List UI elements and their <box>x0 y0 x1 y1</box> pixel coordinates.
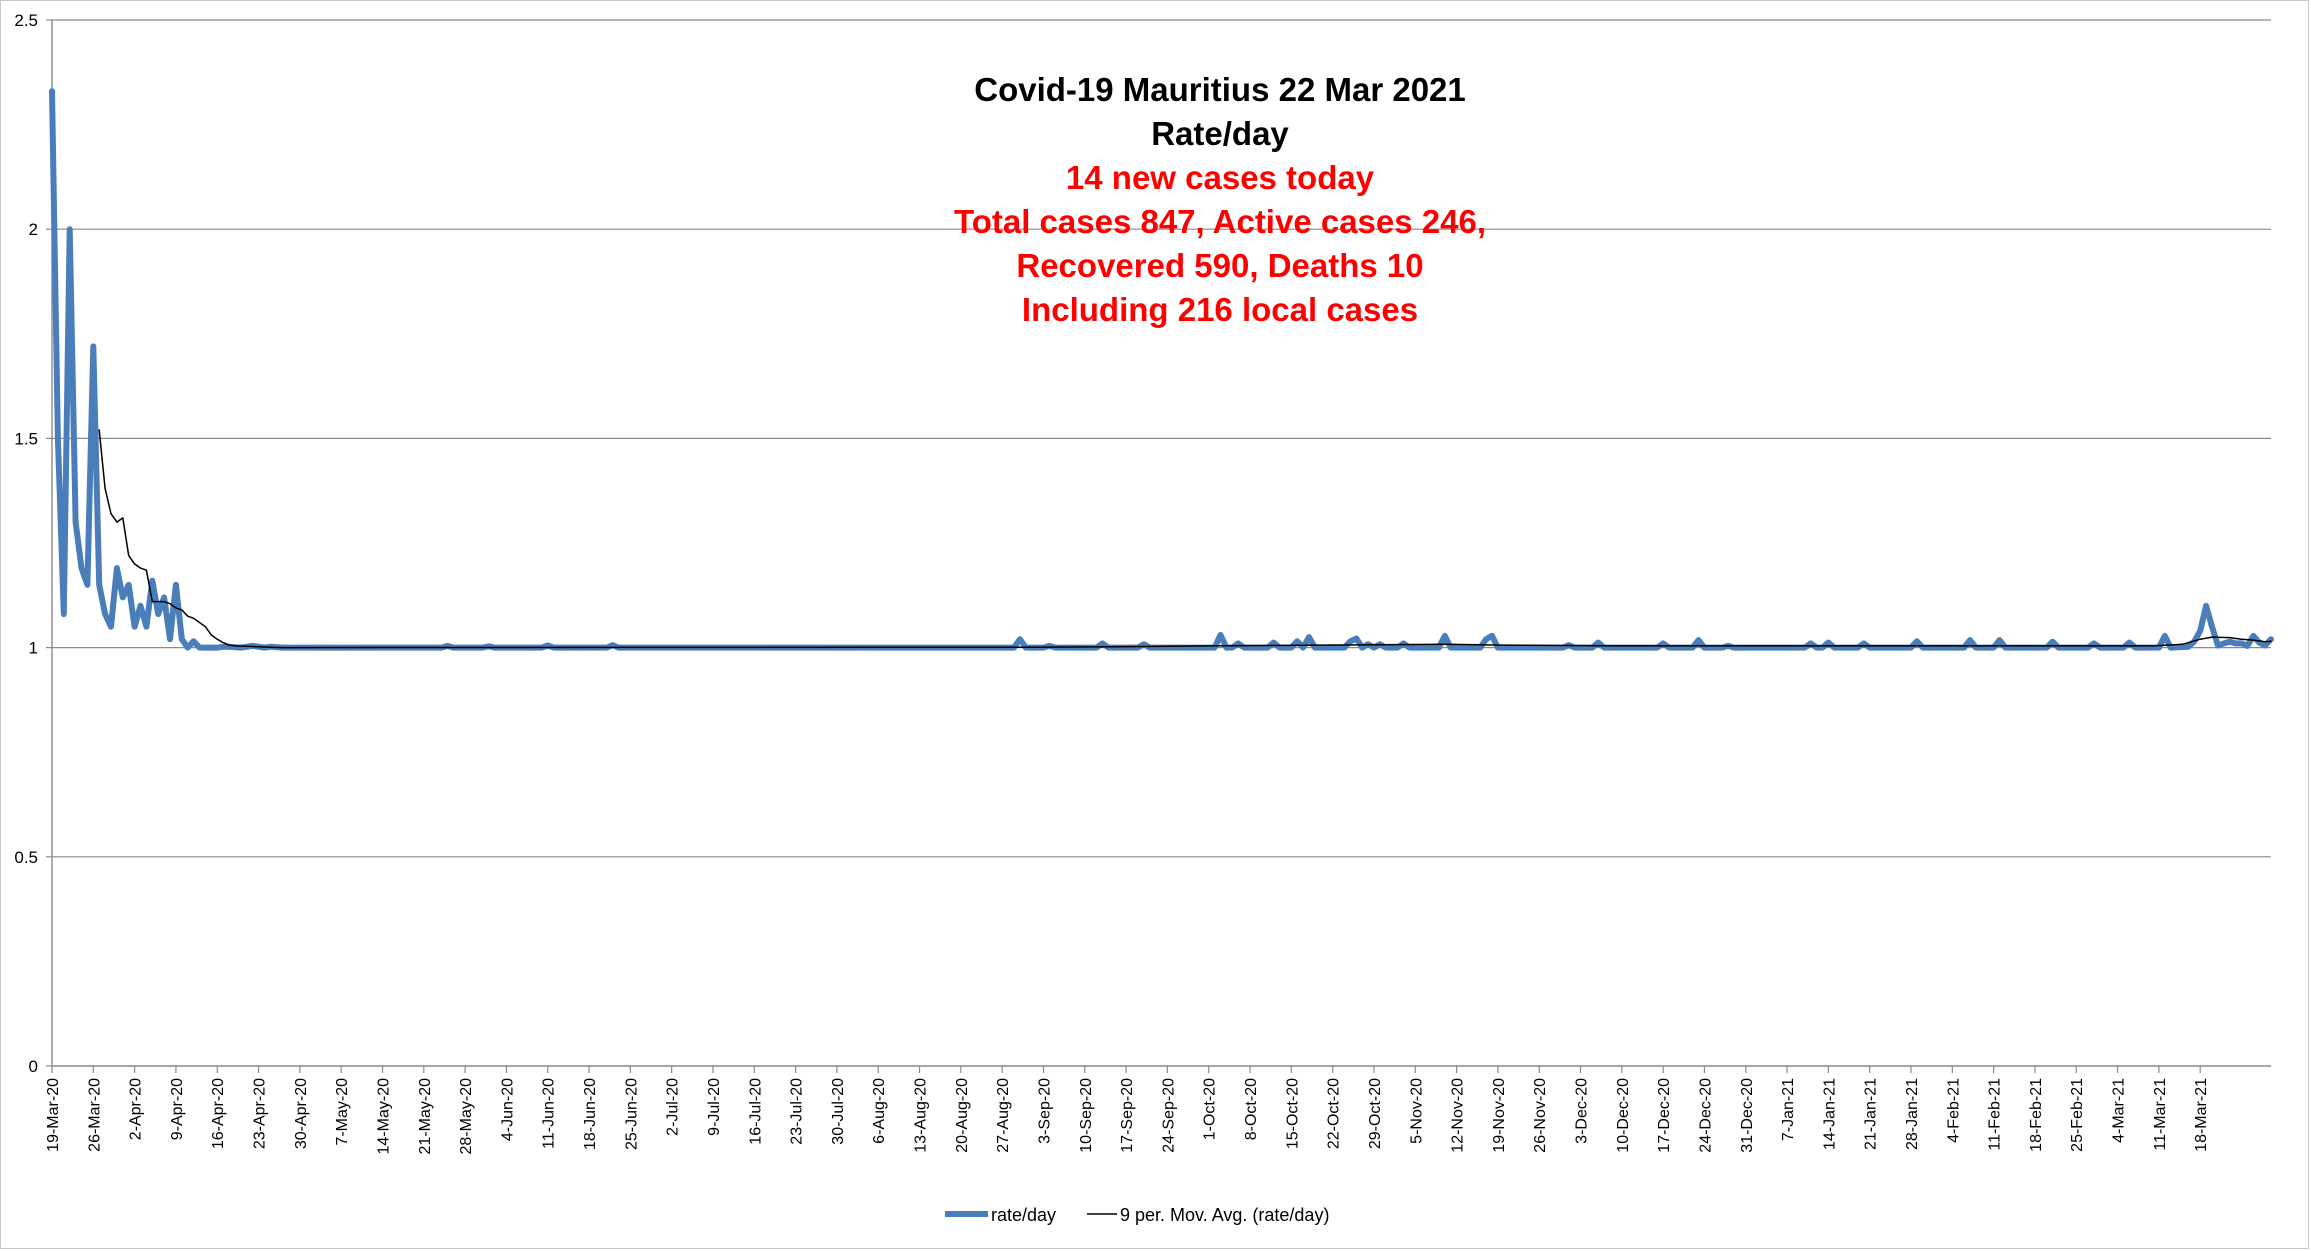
legend-label-moving-avg: 9 per. Mov. Avg. (rate/day) <box>1120 1205 1329 1225</box>
x-tick-label: 20-Aug-20 <box>954 1078 971 1153</box>
x-tick-label: 7-May-20 <box>334 1078 351 1146</box>
annotation-recovered-deaths: Recovered 590, Deaths 10 <box>1016 247 1424 284</box>
x-tick-label: 11-Feb-21 <box>1987 1078 2004 1151</box>
chart-title-block: Covid-19 Mauritius 22 Mar 2021 Rate/day … <box>880 68 1560 332</box>
x-tick-label: 30-Jul-20 <box>830 1078 847 1145</box>
x-tick-label: 13-Aug-20 <box>913 1078 930 1153</box>
series-line-rate-day <box>49 88 2274 651</box>
x-tick-label: 16-Jul-20 <box>747 1078 764 1145</box>
x-tick-label: 6-Aug-20 <box>871 1078 888 1144</box>
x-tick-label: 12-Nov-20 <box>1450 1078 1467 1153</box>
x-tick-label: 27-Aug-20 <box>995 1078 1012 1153</box>
x-tick-label: 14-Jan-21 <box>1821 1078 1838 1150</box>
x-tick-label: 3-Sep-20 <box>1036 1078 1053 1144</box>
y-tick-label: 2 <box>29 220 38 239</box>
x-tick-label: 17-Dec-20 <box>1656 1078 1673 1153</box>
x-tick-label: 28-May-20 <box>458 1078 475 1155</box>
y-tick-label: 1 <box>29 639 38 658</box>
x-tick-label: 4-Jun-20 <box>499 1078 516 1141</box>
x-tick-label: 7-Jan-21 <box>1780 1078 1797 1141</box>
y-tick-label: 0 <box>29 1057 38 1076</box>
annotation-new-cases: 14 new cases today <box>1065 159 1375 196</box>
series-line-moving-avg <box>98 429 2272 649</box>
x-tick-label: 8-Oct-20 <box>1243 1078 1260 1140</box>
x-tick-label: 23-Jul-20 <box>789 1078 806 1145</box>
x-tick-label: 16-Apr-20 <box>210 1078 227 1149</box>
y-axis-ticks: 0 0.5 1 1.5 2 2.5 <box>14 11 52 1076</box>
x-tick-label: 10-Sep-20 <box>1078 1078 1095 1153</box>
x-tick-label: 31-Dec-20 <box>1739 1078 1756 1153</box>
x-tick-label: 25-Jun-20 <box>623 1078 640 1150</box>
x-tick-label: 29-Oct-20 <box>1367 1078 1384 1149</box>
x-tick-label: 15-Oct-20 <box>1284 1078 1301 1149</box>
x-tick-label: 18-Feb-21 <box>2028 1078 2045 1152</box>
x-tick-label: 1-Oct-20 <box>1202 1078 1219 1140</box>
x-tick-label: 23-Apr-20 <box>252 1078 269 1149</box>
y-tick-label: 0.5 <box>14 848 38 867</box>
annotation-total-active: Total cases 847, Active cases 246, <box>953 203 1487 240</box>
legend-label-rate-day: rate/day <box>991 1205 1056 1225</box>
x-tick-label: 25-Feb-21 <box>2069 1078 2086 1152</box>
series-lines <box>49 88 2274 651</box>
x-tick-label: 4-Feb-21 <box>1945 1078 1962 1143</box>
x-tick-label: 9-Jul-20 <box>706 1078 723 1136</box>
x-tick-label: 26-Mar-20 <box>86 1078 103 1152</box>
x-tick-label: 11-Jun-20 <box>541 1078 558 1149</box>
legend: rate/day 9 per. Mov. Avg. (rate/day) <box>945 1205 1329 1225</box>
y-tick-label: 1.5 <box>14 429 38 448</box>
x-tick-label: 18-Jun-20 <box>582 1078 599 1150</box>
x-tick-label: 21-Jan-21 <box>1863 1078 1880 1150</box>
x-tick-label: 2-Jul-20 <box>665 1078 682 1136</box>
chart-subtitle: Rate/day <box>1151 115 1289 152</box>
annotation-local-cases: Including 216 local cases <box>1021 291 1419 328</box>
x-axis-ticks: 19-Mar-20 26-Mar-20 2-Apr-20 9-Apr-20 16-Apr… <box>45 1066 2210 1154</box>
x-tick-label: 24-Dec-20 <box>1697 1078 1714 1153</box>
y-tick-label: 2.5 <box>14 11 38 30</box>
x-tick-label: 9-Apr-20 <box>169 1078 186 1140</box>
x-tick-label: 10-Dec-20 <box>1615 1078 1632 1153</box>
x-tick-label: 28-Jan-21 <box>1904 1078 1921 1150</box>
x-tick-label: 19-Nov-20 <box>1491 1078 1508 1153</box>
x-tick-label: 26-Nov-20 <box>1532 1078 1549 1153</box>
x-tick-label: 3-Dec-20 <box>1574 1078 1591 1144</box>
x-tick-label: 19-Mar-20 <box>45 1078 62 1152</box>
x-tick-label: 11-Mar-21 <box>2152 1078 2169 1151</box>
x-tick-label: 22-Oct-20 <box>1326 1078 1343 1149</box>
x-tick-label: 5-Nov-20 <box>1408 1078 1425 1144</box>
chart-title: Covid-19 Mauritius 22 Mar 2021 <box>974 71 1466 108</box>
x-tick-label: 21-May-20 <box>417 1078 434 1155</box>
x-tick-label: 24-Sep-20 <box>1160 1078 1177 1153</box>
x-tick-label: 30-Apr-20 <box>293 1078 310 1149</box>
x-tick-label: 14-May-20 <box>375 1078 392 1155</box>
x-tick-label: 17-Sep-20 <box>1119 1078 1136 1153</box>
x-tick-label: 18-Mar-21 <box>2193 1078 2210 1152</box>
x-tick-label: 4-Mar-21 <box>2111 1078 2128 1143</box>
x-tick-label: 2-Apr-20 <box>128 1078 145 1140</box>
